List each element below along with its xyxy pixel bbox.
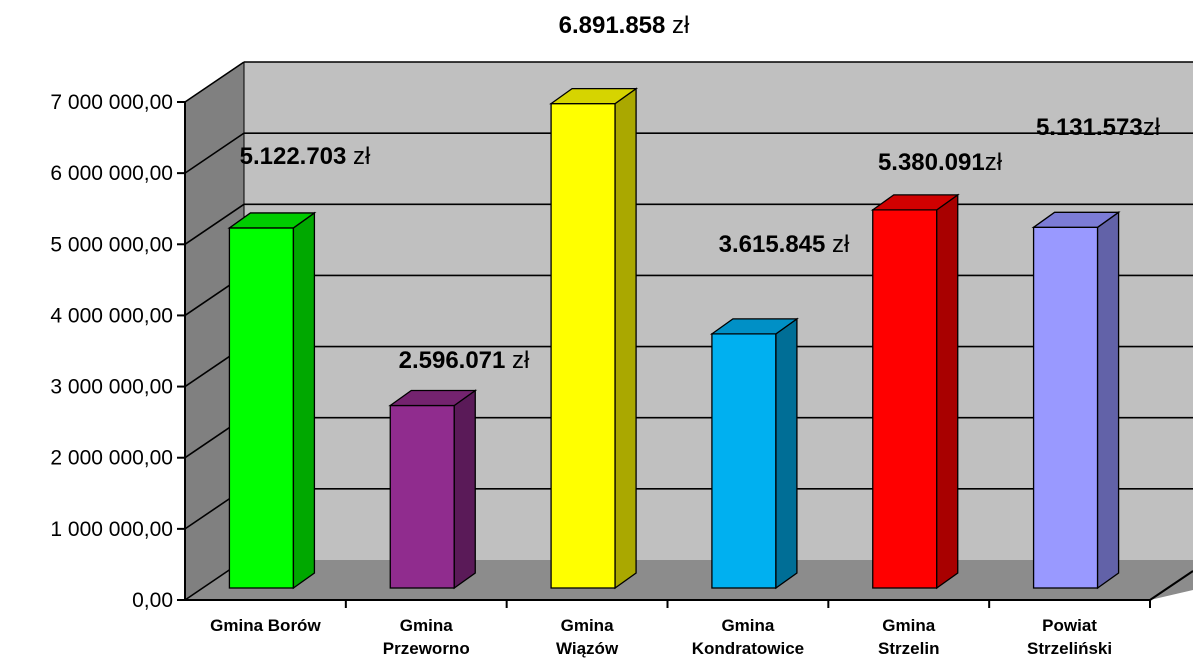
gridline-side: [184, 132, 245, 174]
bar-top: [549, 87, 639, 105]
bar-side: [1096, 211, 1120, 590]
y-tick-label: 5 000 000,00: [50, 233, 173, 256]
data-label: 3.615.845 zł: [719, 231, 850, 258]
bar-top: [1031, 211, 1121, 228]
data-label: 2.596.071 zł: [399, 347, 530, 374]
x-tick-label: Gmina Strzelin: [878, 616, 939, 658]
bar-top: [227, 212, 317, 229]
y-tick-label: 1 000 000,00: [50, 518, 173, 541]
bar-side: [453, 389, 476, 590]
x-tick-label: Gmina Wiązów: [556, 616, 619, 658]
y-tick-label: 3 000 000,00: [50, 376, 173, 399]
y-tick-label: 0,00: [132, 589, 173, 612]
data-label: 6.891.858 zł: [559, 12, 690, 39]
bar-front: [711, 333, 777, 589]
y-tick-label: 6 000 000,00: [50, 162, 173, 185]
bar-side: [936, 193, 959, 590]
data-label: 5.131.573zł: [1036, 114, 1161, 141]
x-tick-label: Gmina Przeworno: [383, 616, 470, 658]
bar-side: [775, 317, 798, 590]
bar-side: [614, 87, 637, 590]
x-axis-depth: [1149, 570, 1193, 601]
data-label: 5.380.091zł: [878, 149, 1003, 176]
x-tick-label: Gmina Borów: [210, 616, 321, 635]
y-tick-label: 4 000 000,00: [50, 304, 173, 327]
bar-top: [870, 194, 960, 211]
bar-front: [550, 102, 616, 589]
bar-top: [388, 389, 478, 407]
x-tick-label: Gmina Kondratowice: [692, 616, 804, 658]
bar-top: [709, 318, 799, 335]
bar-front: [1032, 226, 1099, 589]
bar-front: [389, 404, 455, 589]
gridline-side: [184, 203, 245, 245]
bar-front: [228, 227, 295, 589]
y-tick-label: 7 000 000,00: [50, 91, 173, 114]
gridline-side: [184, 61, 245, 103]
y-tick-label: 2 000 000,00: [50, 447, 173, 470]
bar-front: [872, 209, 938, 589]
data-label: 5.122.703 zł: [240, 143, 371, 170]
bar-side: [292, 211, 316, 590]
x-tick-label: Powiat Strzeliński: [1027, 616, 1112, 658]
